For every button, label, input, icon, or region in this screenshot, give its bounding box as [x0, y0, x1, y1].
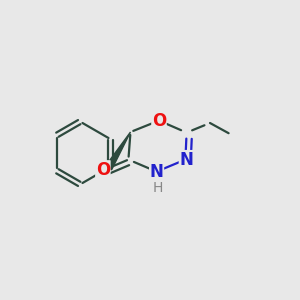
Text: N: N [150, 163, 164, 181]
Text: H: H [153, 181, 163, 195]
Polygon shape [105, 132, 130, 170]
Text: N: N [179, 151, 193, 169]
Text: O: O [152, 112, 166, 130]
Text: O: O [96, 161, 110, 179]
